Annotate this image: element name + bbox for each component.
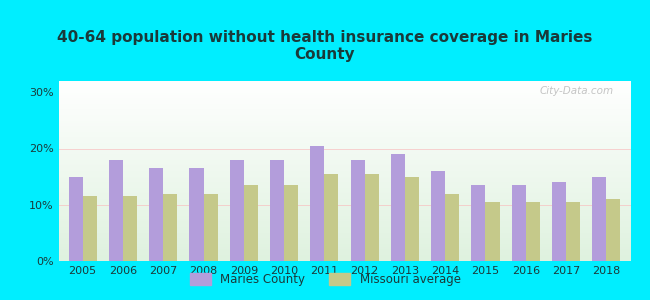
Bar [229, 160, 244, 261]
Bar [244, 185, 258, 261]
Bar [163, 194, 177, 261]
Bar [526, 202, 540, 261]
Bar [566, 202, 580, 261]
Text: City-Data.com: City-Data.com [540, 86, 614, 96]
Bar [405, 177, 419, 261]
Bar [606, 199, 621, 261]
Bar [350, 160, 365, 261]
Bar [189, 168, 203, 261]
Bar [512, 185, 526, 261]
Bar [83, 196, 97, 261]
Bar [324, 174, 339, 261]
Bar [68, 177, 83, 261]
Bar [284, 185, 298, 261]
Bar [431, 171, 445, 261]
Bar [310, 146, 324, 261]
Bar [445, 194, 460, 261]
Bar [149, 168, 163, 261]
Bar [123, 196, 137, 261]
Bar [270, 160, 284, 261]
Bar [592, 177, 606, 261]
Bar [552, 182, 566, 261]
Legend: Maries County, Missouri average: Maries County, Missouri average [185, 268, 465, 291]
Bar [391, 154, 405, 261]
Bar [365, 174, 379, 261]
Bar [109, 160, 123, 261]
Bar [203, 194, 218, 261]
Text: 40-64 population without health insurance coverage in Maries
County: 40-64 population without health insuranc… [57, 30, 593, 62]
Bar [471, 185, 486, 261]
Bar [486, 202, 500, 261]
